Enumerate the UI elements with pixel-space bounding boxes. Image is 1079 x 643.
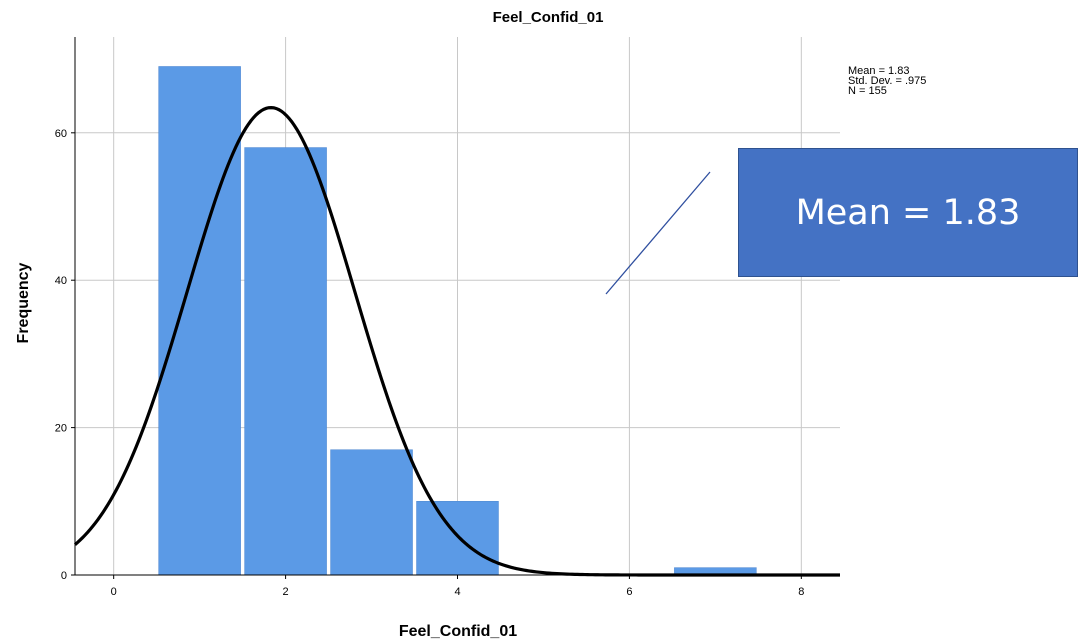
stats-n: N = 155	[848, 85, 887, 97]
x-tick-label: 0	[111, 586, 117, 598]
callout-pointer-line	[605, 171, 711, 295]
y-tick-label: 0	[61, 570, 67, 582]
x-tick-label: 6	[626, 586, 632, 598]
mean-callout-text: Mean = 1.83	[795, 192, 1021, 233]
stats-mean: Mean = 1.83	[848, 65, 910, 77]
x-tick-label: 4	[454, 586, 460, 598]
mean-callout-box: Mean = 1.83	[738, 148, 1078, 277]
axes: 0 2 4 6 8 0 20 40 60	[55, 37, 840, 598]
histogram-bars	[158, 66, 757, 576]
histogram-bar	[416, 501, 499, 576]
x-axis-title: Feel_Confid_01	[399, 623, 517, 640]
chart-title: Feel_Confid_01	[493, 9, 604, 26]
y-tick-label: 60	[55, 128, 67, 140]
stats-box: Mean = 1.83 Std. Dev. = .975 N = 155	[848, 65, 927, 97]
x-tick-label: 2	[283, 586, 289, 598]
histogram-bar	[330, 449, 413, 576]
stats-std-dev: Std. Dev. = .975	[848, 75, 927, 87]
x-tick-label: 8	[798, 586, 804, 598]
y-axis-title: Frequency	[15, 262, 32, 343]
histogram-bar	[244, 147, 327, 576]
histogram-bar	[158, 66, 241, 576]
y-tick-label: 20	[55, 423, 67, 435]
y-tick-label: 40	[55, 275, 67, 287]
